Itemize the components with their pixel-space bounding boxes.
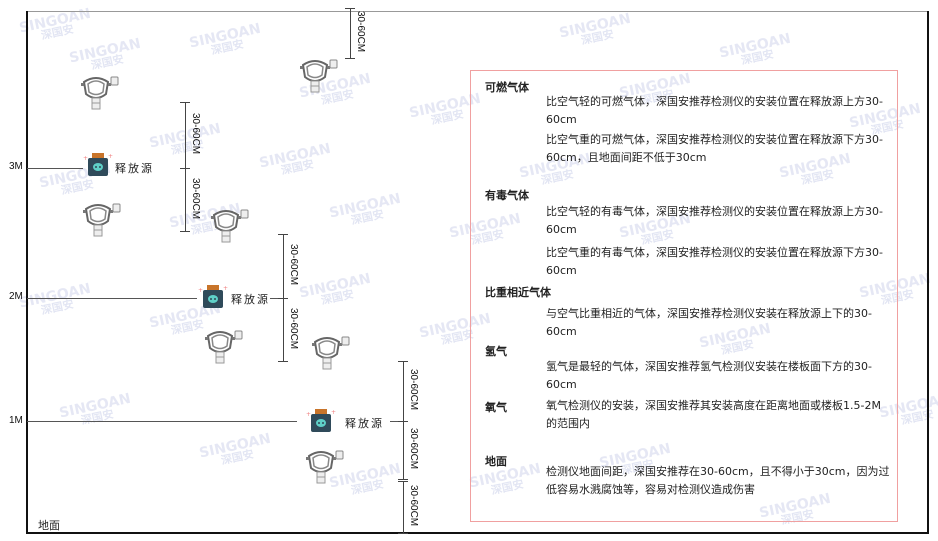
dimension-label: 30-60CM <box>408 485 419 527</box>
level-2m-label: 2M <box>9 291 23 302</box>
section-title-combustible: 可燃气体 <box>485 81 529 94</box>
level-1m-line <box>27 421 297 422</box>
watermark-logo: SINGOAN 深国安 <box>67 35 143 73</box>
level-3m-label: 3M <box>9 161 23 172</box>
release-source-label: 释放源 <box>231 293 270 306</box>
watermark-logo: SINGOAN 深国安 <box>717 30 793 68</box>
svg-text:+: + <box>306 411 311 418</box>
svg-text:+: + <box>331 409 336 416</box>
gas-detector-icon <box>303 446 345 492</box>
section-title-hydrogen: 氢气 <box>485 345 507 358</box>
watermark-logo: SINGOAN 深国安 <box>257 140 333 178</box>
dimension-label: 30-60CM <box>408 428 419 470</box>
watermark-logo: SINGOAN 深国安 <box>17 5 93 43</box>
release-source-icon: + + <box>83 152 113 182</box>
toxic-lighter-text: 比空气轻的有毒气体，深国安推荐检测仪的安装位置在释放源上方30-60cm <box>546 205 883 236</box>
watermark-logo: SINGOAN 深国安 <box>57 390 133 428</box>
watermark-logo: SINGOAN 深国安 <box>197 430 273 468</box>
section-title-floor: 地面 <box>485 455 507 468</box>
gas-detector-icon <box>309 332 351 378</box>
svg-text:+: + <box>198 287 203 294</box>
section-title-oxygen: 氧气 <box>485 401 507 414</box>
dimension-label: 30-60CM <box>190 177 201 219</box>
oxygen-text: 氧气检测仪的安装，深国安推荐其安装高度在距离地面或楼板1.5-2M的范围内 <box>546 399 881 430</box>
release-source-label: 释放源 <box>115 162 154 175</box>
svg-text:+: + <box>108 153 113 160</box>
watermark-logo: SINGOAN 深国安 <box>187 20 263 58</box>
info-panel: 可燃气体 比空气轻的可燃气体，深国安推荐检测仪的安装位置在释放源上方30-60c… <box>470 70 898 522</box>
combustible-lighter-text: 比空气轻的可燃气体，深国安推荐检测仪的安装位置在释放源上方30-60cm <box>546 95 883 126</box>
dimension-label: 30-60CM <box>288 244 299 286</box>
release-source-icon: + + <box>306 408 336 438</box>
section-title-similar: 比重相近气体 <box>485 286 551 299</box>
ceiling-line <box>27 11 929 12</box>
watermark-logo: SINGOAN 深国安 <box>557 10 633 48</box>
dimension-label: 30-60CM <box>190 113 201 155</box>
floor-line <box>26 532 929 534</box>
release-source-icon: + + <box>198 284 228 314</box>
leader-line <box>270 298 284 299</box>
gas-detector-icon <box>78 72 120 118</box>
dimension-label: 30-60CM <box>355 11 366 53</box>
level-3m-line <box>27 168 83 169</box>
combustible-heavier-text: 比空气重的可燃气体，深国安推荐检测仪的安装位置在释放源下方30-60cm，且地面… <box>546 133 883 164</box>
dimension-label: 30-60CM <box>288 307 299 349</box>
floor-label: 地面 <box>38 519 60 532</box>
similar-text: 与空气比重相近的气体，深国安推荐检测仪安装在释放源上下的30-60cm <box>546 307 872 338</box>
level-1m-label: 1M <box>9 415 23 426</box>
section-title-toxic: 有毒气体 <box>485 189 529 202</box>
watermark-logo: SINGOAN 深国安 <box>147 120 223 158</box>
svg-text:+: + <box>223 285 228 292</box>
hydrogen-text: 氢气是最轻的气体，深国安推荐氢气检测仪安装在楼板面下方的30-60cm <box>546 360 872 391</box>
right-wall <box>927 11 929 534</box>
release-source-label: 释放源 <box>345 417 384 430</box>
dimension-label: 30-60CM <box>408 369 419 411</box>
gas-detector-icon <box>297 55 339 101</box>
left-wall <box>26 11 28 534</box>
watermark-logo: SINGOAN 深国安 <box>17 280 93 318</box>
gas-detector-icon <box>208 205 250 251</box>
leader-line <box>390 421 404 422</box>
gas-detector-icon <box>202 326 244 372</box>
watermark-logo: SINGOAN 深国安 <box>327 190 403 228</box>
toxic-heavier-text: 比空气重的有毒气体，深国安推荐检测仪的安装位置在释放源下方30-60cm <box>546 246 883 277</box>
watermark-logo: SINGOAN 深国安 <box>297 270 373 308</box>
gas-detector-icon <box>80 199 122 245</box>
level-2m-line <box>27 298 197 299</box>
floor-text: 检测仪地面间距，深国安推荐在30-60cm，且不得小于30cm，因为过低容易水溅… <box>546 465 890 496</box>
svg-text:+: + <box>83 155 88 162</box>
